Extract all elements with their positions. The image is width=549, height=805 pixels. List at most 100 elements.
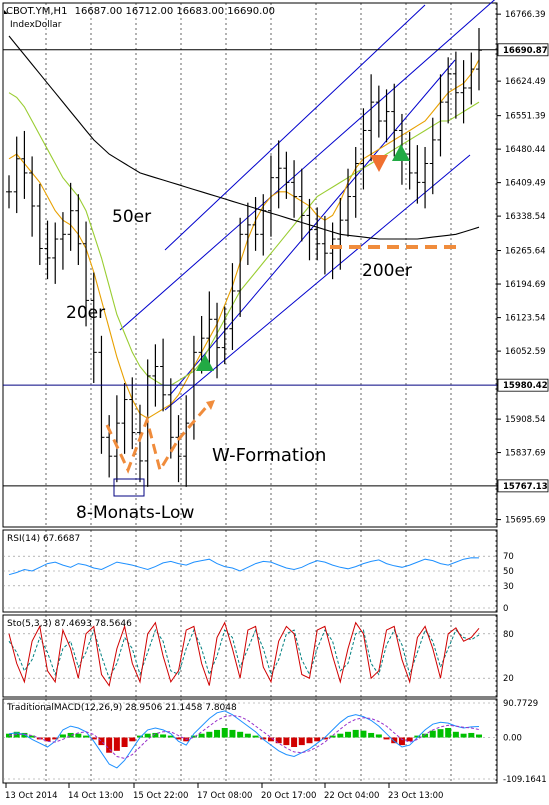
level-label: 80 [503, 630, 514, 640]
macd-histogram-bar [129, 737, 136, 742]
macd-histogram-bar [21, 732, 28, 738]
macd-histogram-bar [345, 731, 352, 738]
rsi-line [8, 557, 480, 576]
ma200-label: 200er [362, 261, 412, 281]
price-label: 16409.49 [505, 179, 546, 189]
chart-title: CBOT.YM,H1 [6, 6, 67, 17]
main-panel[interactable]: 50er 20er 200er W-Formation 8-Monats-Low CBO… [2, 0, 500, 528]
macd-histogram-bar [198, 733, 205, 738]
price-bars [6, 28, 482, 487]
macd-histogram [6, 728, 482, 753]
price-label: 16338.54 [505, 212, 546, 222]
rsi-grid [3, 530, 497, 612]
price-label: 16551.39 [505, 112, 546, 122]
macd-histogram-bar [113, 737, 120, 751]
time-label: 14 Oct 13:00 [68, 791, 123, 801]
horizontal-levels [3, 49, 497, 487]
stoch-panel[interactable]: Sto(5,3,3) 87.4693 78.5646 [2, 614, 498, 698]
macd-histogram-bar [452, 731, 459, 738]
level-label: 0 [503, 604, 508, 614]
macd-histogram-bar [152, 732, 159, 738]
macd-histogram-bar [214, 729, 221, 738]
macd-histogram-bar [368, 732, 375, 738]
level-label: 50 [503, 567, 514, 577]
macd-histogram-bar [429, 730, 436, 738]
macd-histogram-bar [44, 737, 51, 742]
chevron-down-icon[interactable] [4, 10, 8, 14]
time-label: 22 Oct 04:00 [324, 791, 379, 801]
macd-histogram-bar [59, 734, 66, 738]
macd-histogram-bar [144, 733, 151, 738]
macd-histogram-bar [221, 728, 228, 738]
price-label: 16265.64 [505, 247, 546, 257]
macd-histogram-bar [283, 737, 290, 746]
macd-histogram-bar [121, 737, 128, 748]
stoch-main-line [8, 621, 480, 687]
macd-panel[interactable]: TraditionalMACD(12,26,9) 28.9506 21.1458… [2, 698, 498, 784]
macd-histogram-bar [90, 737, 97, 740]
macd-histogram-bar [83, 735, 90, 738]
macd-histogram-bar [175, 737, 182, 740]
macd-histogram-bar [275, 737, 282, 744]
time-label: 23 Oct 13:00 [388, 791, 443, 801]
macd-title: TraditionalMACD(12,26,9) 28.9506 21.1458… [6, 703, 237, 713]
macd-histogram-bar [437, 729, 444, 738]
macd-histogram-bar [468, 732, 475, 738]
time-label: 13 Oct 2014 [5, 791, 58, 801]
macd-histogram-bar [460, 733, 467, 738]
macd-histogram-bar [106, 737, 113, 753]
macd-histogram-bar [321, 737, 328, 740]
macd-histogram-bar [314, 737, 321, 742]
rsi-axis: 70 50 30 0 [503, 552, 514, 614]
macd-signal-line [8, 714, 480, 759]
price-level-box [497, 479, 549, 493]
price-label: 15837.69 [505, 449, 546, 459]
level-label: 20 [503, 674, 514, 684]
macd-histogram-bar [329, 735, 336, 738]
time-label: 20 Oct 17:00 [261, 791, 316, 801]
macd-histogram-bar [167, 735, 174, 738]
w-formation-path [105, 415, 180, 474]
price-label: 16766.39 [505, 10, 546, 20]
rsi-panel[interactable]: RSI(14) 67.6687 [2, 529, 498, 613]
channel-line [119, 0, 496, 331]
macd-histogram-bar [422, 733, 429, 738]
macd-histogram-bar [476, 734, 482, 738]
rsi-title: RSI(14) 67.6687 [7, 534, 80, 544]
buy-signal-arrow [196, 354, 214, 371]
svg-text:CBOT.YM,H1 16687.00 1671: CBOT.YM,H1 16687.00 16712.00 16683.00 16… [6, 6, 275, 17]
macd-histogram-bar [75, 733, 82, 738]
price-axis: 16766.39 16690.87 16624.49 16551.39 16480.44… [497, 10, 549, 526]
ma50-label: 50er [112, 207, 151, 227]
macd-histogram-bar [306, 737, 313, 744]
price-level-box [497, 378, 549, 392]
macd-histogram-bar [406, 737, 413, 742]
macd-histogram-bar [206, 731, 213, 738]
w-formation-arrow [176, 404, 210, 441]
macd-histogram-bar [337, 733, 344, 738]
level-label: 90.7729 [503, 699, 538, 709]
price-level-label: 16690.87 [503, 46, 548, 56]
ohlc-readout: 16687.00 16712.00 16683.00 16690.00 [75, 6, 275, 17]
macd-histogram-bar [252, 735, 259, 738]
ma20-label: 20er [66, 303, 105, 323]
level-label: 70 [503, 552, 514, 562]
macd-histogram-bar [267, 737, 274, 742]
macd-histogram-bar [160, 734, 167, 738]
buy-signal-arrow [392, 144, 410, 161]
price-level-label: 15980.42 [503, 381, 548, 391]
macd-histogram-bar [136, 735, 143, 738]
w-formation-label: W-Formation [212, 445, 326, 466]
price-label: 16194.69 [505, 280, 546, 290]
macd-histogram-bar [352, 729, 359, 738]
indicator-name: IndexDollar [10, 20, 62, 30]
price-label: 15908.54 [505, 415, 546, 425]
stoch-grid [3, 615, 497, 697]
price-label: 16123.54 [505, 314, 546, 324]
macd-histogram-bar [375, 734, 382, 738]
time-label: 17 Oct 08:00 [197, 791, 252, 801]
macd-histogram-bar [52, 737, 59, 740]
price-level-box [497, 43, 549, 57]
macd-histogram-bar [229, 729, 236, 738]
